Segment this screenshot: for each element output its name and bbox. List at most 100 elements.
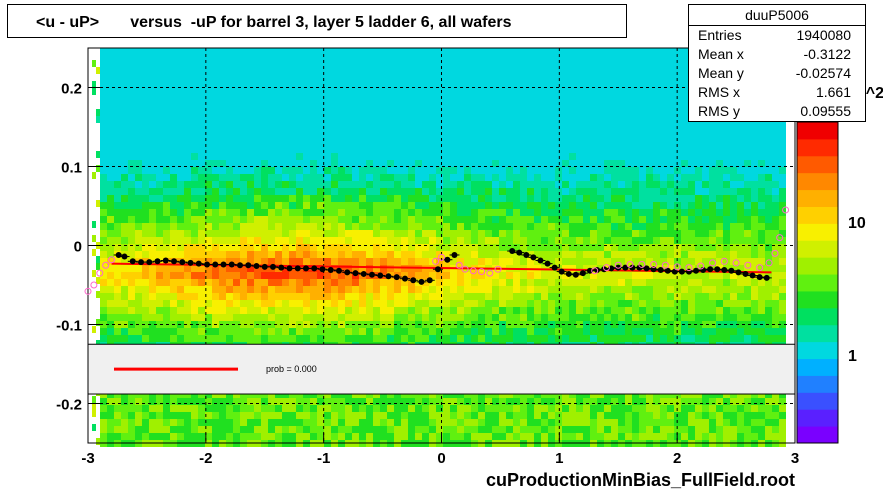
heat-cell xyxy=(639,251,646,258)
heat-cell xyxy=(667,181,674,188)
heat-cell xyxy=(660,174,667,181)
heat-cell xyxy=(135,181,142,188)
heat-cell xyxy=(401,139,408,146)
heat-cell xyxy=(100,328,107,335)
heat-cell xyxy=(226,48,233,55)
heat-cell xyxy=(240,125,247,132)
heat-cell xyxy=(366,279,373,286)
heat-cell xyxy=(212,69,219,76)
heat-cell xyxy=(695,412,702,419)
heat-cell xyxy=(170,69,177,76)
heat-cell xyxy=(429,125,436,132)
heat-cell xyxy=(478,195,485,202)
heat-cell xyxy=(275,104,282,111)
heat-cell xyxy=(464,419,471,426)
heat-cell xyxy=(646,237,653,244)
heat-cell xyxy=(415,160,422,167)
heat-cell xyxy=(387,293,394,300)
heat-cell xyxy=(352,286,359,293)
heat-cell xyxy=(639,202,646,209)
heat-cell xyxy=(408,48,415,55)
heat-cell xyxy=(394,293,401,300)
heat-cell xyxy=(457,118,464,125)
heat-cell xyxy=(499,195,506,202)
heat-cell xyxy=(331,251,338,258)
heat-cell xyxy=(611,244,618,251)
heat-cell xyxy=(429,132,436,139)
heat-cell xyxy=(555,293,562,300)
heat-cell xyxy=(345,62,352,69)
heat-cell xyxy=(303,328,310,335)
heat-cell xyxy=(268,279,275,286)
heat-cell xyxy=(583,419,590,426)
heat-cell xyxy=(296,202,303,209)
heat-cell xyxy=(338,237,345,244)
heat-cell xyxy=(492,181,499,188)
heat-cell xyxy=(359,426,366,433)
heat-cell xyxy=(198,167,205,174)
heat-cell xyxy=(485,433,492,440)
heat-cell xyxy=(100,286,107,293)
heat-cell xyxy=(485,398,492,405)
heat-cell xyxy=(317,412,324,419)
heat-cell xyxy=(254,293,261,300)
heat-cell xyxy=(471,335,478,342)
heat-cell xyxy=(660,55,667,62)
heat-cell xyxy=(345,104,352,111)
heat-cell xyxy=(457,104,464,111)
heat-cell xyxy=(289,405,296,412)
heat-cell xyxy=(226,216,233,223)
heat-cell xyxy=(632,258,639,265)
heat-cell xyxy=(660,286,667,293)
heat-cell xyxy=(240,202,247,209)
heat-cell xyxy=(702,160,709,167)
heat-cell xyxy=(268,335,275,342)
heat-cell xyxy=(135,167,142,174)
heat-cell xyxy=(275,279,282,286)
heat-cell xyxy=(324,412,331,419)
heat-cell xyxy=(233,230,240,237)
heat-cell xyxy=(611,223,618,230)
heat-cell xyxy=(184,405,191,412)
heat-cell xyxy=(219,90,226,97)
heat-cell xyxy=(310,202,317,209)
heat-cell xyxy=(674,258,681,265)
heat-cell xyxy=(681,314,688,321)
heat-cell xyxy=(226,202,233,209)
heat-cell xyxy=(464,104,471,111)
heat-cell xyxy=(520,398,527,405)
heat-cell xyxy=(289,125,296,132)
heat-cell xyxy=(436,97,443,104)
heat-cell xyxy=(163,153,170,160)
heat-cell xyxy=(233,433,240,440)
heat-cell xyxy=(142,83,149,90)
heat-cell xyxy=(268,307,275,314)
heat-cell xyxy=(163,426,170,433)
heat-cell xyxy=(415,230,422,237)
heat-cell xyxy=(275,125,282,132)
heat-cell xyxy=(352,307,359,314)
heat-cell xyxy=(212,97,219,104)
heat-cell xyxy=(408,216,415,223)
heat-cell xyxy=(100,48,107,55)
heat-cell xyxy=(534,153,541,160)
heat-cell xyxy=(128,202,135,209)
heat-cell xyxy=(254,398,261,405)
heat-cell xyxy=(541,55,548,62)
heat-cell xyxy=(373,265,380,272)
heat-cell xyxy=(142,209,149,216)
heat-cell xyxy=(478,335,485,342)
heat-cell xyxy=(247,153,254,160)
heat-cell xyxy=(401,104,408,111)
heat-cell xyxy=(142,328,149,335)
heat-cell xyxy=(499,272,506,279)
heat-cell xyxy=(681,426,688,433)
heat-cell xyxy=(380,132,387,139)
heat-cell xyxy=(394,244,401,251)
heat-cell xyxy=(478,188,485,195)
heat-cell xyxy=(107,314,114,321)
heat-cell xyxy=(366,132,373,139)
heat-cell xyxy=(429,286,436,293)
heat-cell xyxy=(562,426,569,433)
heat-cell xyxy=(492,62,499,69)
